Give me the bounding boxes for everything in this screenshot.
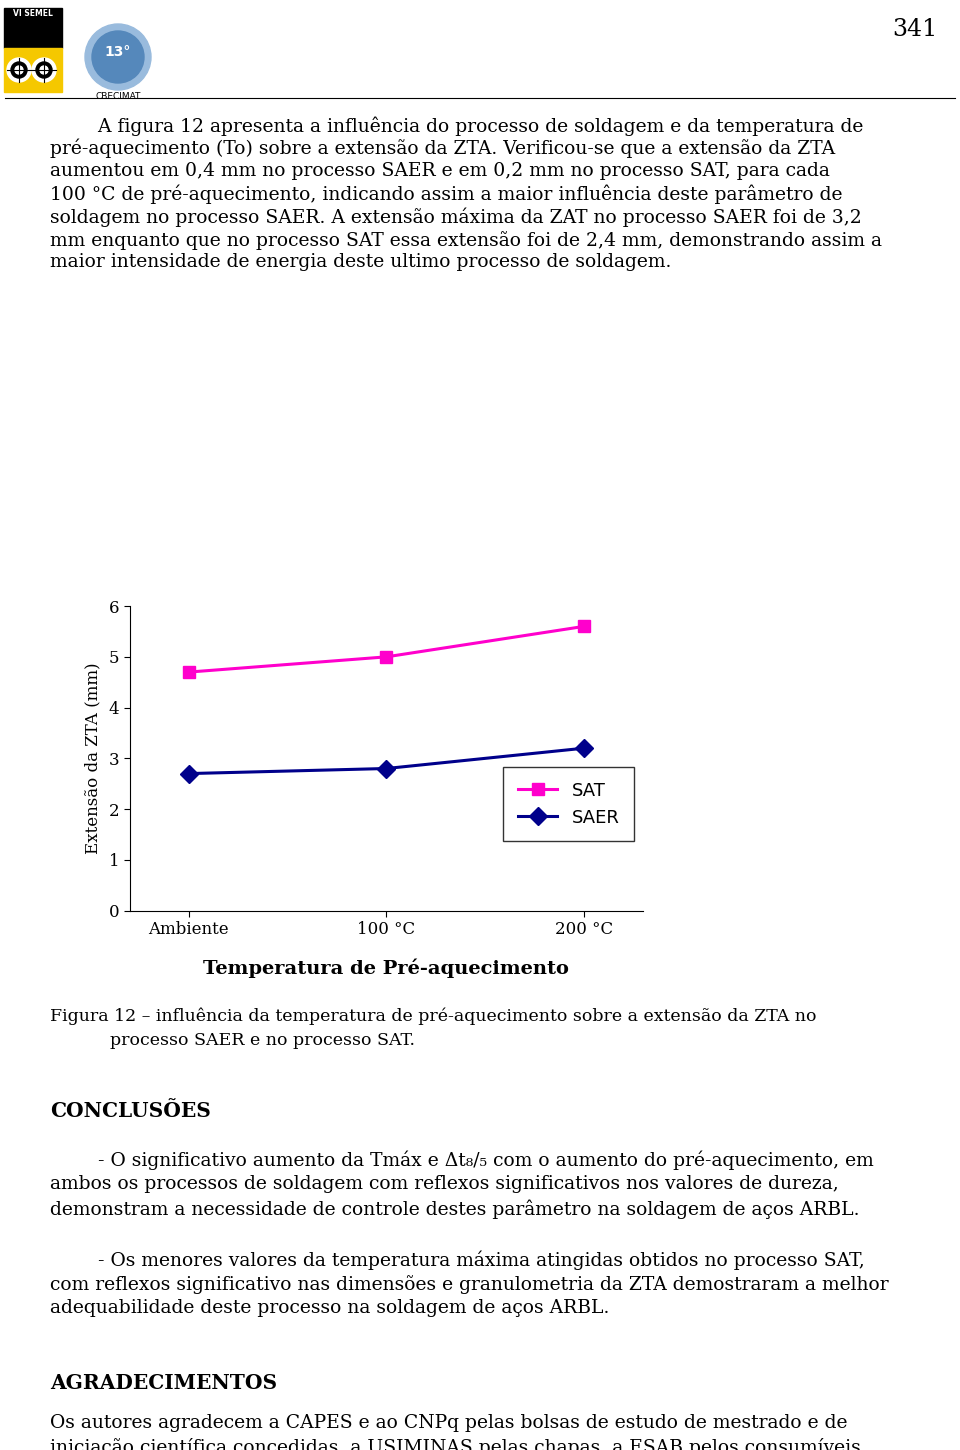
Text: ambos os processos de soldagem com reflexos significativos nos valores de dureza: ambos os processos de soldagem com refle… [50, 1174, 839, 1193]
Circle shape [11, 62, 27, 78]
Text: maior intensidade de energia deste ultimo processo de soldagem.: maior intensidade de energia deste ultim… [50, 254, 671, 271]
SAT [381, 648, 393, 666]
Text: 100 °C de pré-aquecimento, indicando assim a maior influência deste parâmetro de: 100 °C de pré-aquecimento, indicando ass… [50, 184, 843, 204]
Line: SAER: SAER [182, 742, 590, 780]
Text: CBECIMAT: CBECIMAT [95, 91, 141, 102]
Text: AGRADECIMENTOS: AGRADECIMENTOS [50, 1373, 277, 1393]
Text: A figura 12 apresenta a influência do processo de soldagem e da temperatura de: A figura 12 apresenta a influência do pr… [50, 116, 863, 135]
Y-axis label: Extensão da ZTA (mm): Extensão da ZTA (mm) [84, 663, 102, 854]
SAER [578, 740, 589, 757]
Text: Figura 12 – influência da temperatura de pré-aquecimento sobre a extensão da ZTA: Figura 12 – influência da temperatura de… [50, 1008, 816, 1025]
Text: 341: 341 [893, 17, 938, 41]
Text: iniciação científica concedidas, a USIMINAS pelas chapas, a ESAB pelos consumíve: iniciação científica concedidas, a USIMI… [50, 1438, 861, 1450]
SAER [183, 766, 195, 783]
Circle shape [40, 67, 48, 74]
Text: aumentou em 0,4 mm no processo SAER e em 0,2 mm no processo SAT, para cada: aumentou em 0,4 mm no processo SAER e em… [50, 162, 829, 180]
Text: CONCLUSÕES: CONCLUSÕES [50, 1101, 211, 1121]
Circle shape [7, 58, 31, 83]
Line: SAT: SAT [182, 621, 590, 679]
Text: demonstram a necessidade de controle destes parâmetro na soldagem de aços ARBL.: demonstram a necessidade de controle des… [50, 1199, 859, 1218]
Circle shape [36, 62, 52, 78]
Text: com reflexos significativo nas dimensões e granulometria da ZTA demostraram a me: com reflexos significativo nas dimensões… [50, 1275, 889, 1293]
Legend: SAT, SAER: SAT, SAER [503, 767, 635, 841]
SAT [183, 664, 195, 682]
Circle shape [32, 58, 56, 83]
Circle shape [92, 30, 144, 83]
Text: - Os menores valores da temperatura máxima atingidas obtidos no processo SAT,: - Os menores valores da temperatura máxi… [50, 1250, 865, 1270]
Text: VI SEMEL: VI SEMEL [13, 9, 53, 17]
Circle shape [15, 67, 23, 74]
Text: processo SAER e no processo SAT.: processo SAER e no processo SAT. [110, 1032, 416, 1048]
Text: - O significativo aumento da Tmáx e Δt₈/₅ com o aumento do pré-aquecimento, em: - O significativo aumento da Tmáx e Δt₈/… [50, 1151, 874, 1170]
Text: soldagem no processo SAER. A extensão máxima da ZAT no processo SAER foi de 3,2: soldagem no processo SAER. A extensão má… [50, 207, 862, 228]
Circle shape [85, 25, 151, 90]
Text: pré-aquecimento (To) sobre a extensão da ZTA. Verificou-se que a extensão da ZTA: pré-aquecimento (To) sobre a extensão da… [50, 139, 835, 158]
Text: Os autores agradecem a CAPES e ao CNPq pelas bolsas de estudo de mestrado e de: Os autores agradecem a CAPES e ao CNPq p… [50, 1414, 848, 1433]
Text: mm enquanto que no processo SAT essa extensão foi de 2,4 mm, demonstrando assim : mm enquanto que no processo SAT essa ext… [50, 231, 882, 249]
SAT [578, 618, 589, 635]
Bar [4, 9, 62, 48]
Text: adequabilidade deste processo na soldagem de aços ARBL.: adequabilidade deste processo na soldage… [50, 1299, 610, 1317]
SAER [381, 760, 393, 777]
Text: Temperatura de Pré-aquecimento: Temperatura de Pré-aquecimento [204, 958, 569, 977]
Text: 13°: 13° [105, 45, 132, 59]
Bar [4, 48, 62, 91]
